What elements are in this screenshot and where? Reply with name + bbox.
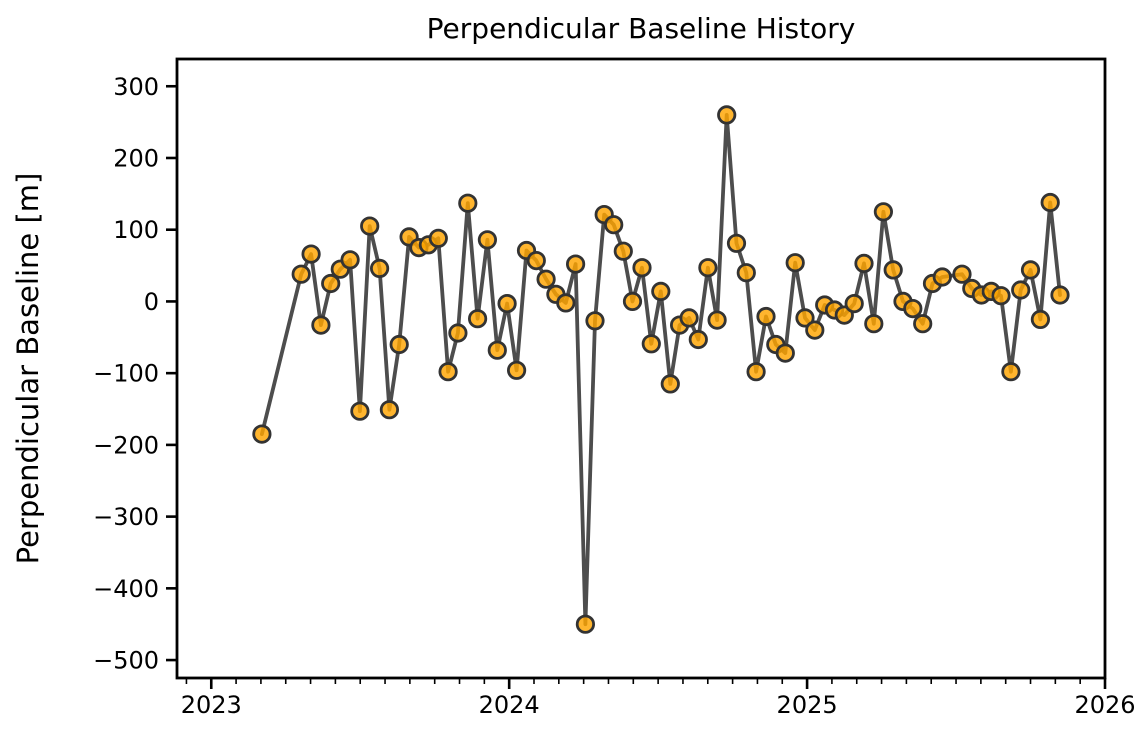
data-point	[844, 293, 864, 314]
data-point	[497, 293, 517, 314]
data-point	[688, 329, 708, 350]
data-point	[883, 260, 903, 280]
data-point	[575, 614, 596, 634]
data-point	[952, 264, 972, 284]
data-point	[1040, 192, 1060, 213]
data-point	[291, 264, 311, 284]
y-tick-label: 300	[113, 73, 159, 101]
data-point	[1001, 362, 1021, 382]
y-tick-label: 200	[113, 144, 159, 172]
y-tick-label: −400	[93, 575, 159, 603]
data-point	[991, 286, 1011, 306]
data-point	[526, 251, 546, 271]
data-point	[785, 253, 805, 273]
data-point	[854, 253, 874, 273]
tick-labels: 300 200 100 0 −100 −200 −300 −400 −500 2023 2024 20…	[93, 73, 1135, 719]
data-point	[632, 258, 652, 278]
data-point	[903, 298, 923, 319]
data-point	[913, 314, 933, 334]
x-tick-label: 2023	[181, 691, 242, 719]
data-point	[487, 340, 507, 360]
data-point	[321, 273, 341, 294]
y-tick-label: −300	[93, 503, 159, 531]
data-point	[932, 267, 952, 287]
data-point	[477, 230, 497, 250]
y-tick-label: −500	[93, 647, 159, 675]
data-point	[556, 293, 576, 313]
data-point	[1030, 309, 1051, 329]
y-tick-label: 0	[144, 288, 159, 316]
data-point	[389, 334, 409, 355]
data-point	[585, 311, 605, 331]
data-point	[438, 362, 458, 382]
data-point	[679, 308, 699, 328]
x-tick-label: 2025	[777, 691, 838, 719]
data-point	[604, 215, 624, 235]
data-point	[360, 216, 380, 236]
data-point	[756, 306, 776, 327]
data-point	[301, 244, 321, 264]
data-point	[1050, 285, 1070, 305]
data-point	[707, 310, 727, 330]
y-tick-label: −200	[93, 431, 159, 459]
data-point	[726, 233, 747, 253]
data-point	[775, 343, 795, 363]
data-point	[536, 269, 556, 289]
data-point	[641, 334, 661, 354]
plot-border	[175, 57, 1107, 680]
data-point	[795, 308, 815, 328]
series-line	[259, 113, 1062, 627]
data-point	[805, 320, 825, 340]
data-point	[467, 309, 488, 329]
data-point	[1011, 280, 1031, 300]
data-point	[448, 323, 468, 343]
data-point	[1020, 260, 1041, 280]
data-point	[613, 241, 633, 261]
data-point	[736, 263, 756, 283]
data-point	[565, 254, 586, 274]
data-point	[340, 250, 360, 270]
axis-ticks	[166, 84, 1107, 689]
data-point	[873, 202, 894, 222]
data-point	[660, 374, 680, 394]
data-point	[651, 281, 671, 301]
data-point	[506, 360, 527, 380]
data-point	[746, 362, 766, 382]
data-point	[698, 258, 718, 278]
data-point	[350, 401, 370, 421]
data-point	[717, 105, 737, 125]
data-point	[252, 424, 272, 444]
data-layer	[252, 105, 1070, 634]
y-axis-label: Perpendicular Baseline [m]	[11, 173, 45, 565]
x-tick-label: 2026	[1074, 691, 1135, 719]
data-point	[379, 400, 399, 420]
data-point	[369, 258, 390, 278]
y-tick-label: −100	[93, 360, 159, 388]
x-tick-label: 2024	[479, 691, 540, 719]
data-point	[864, 314, 884, 334]
data-point	[622, 291, 643, 311]
data-point	[311, 315, 331, 335]
chart-title: Perpendicular Baseline History	[427, 12, 856, 45]
data-point	[458, 193, 478, 213]
y-tick-label: 100	[113, 216, 159, 244]
data-point	[428, 228, 448, 248]
